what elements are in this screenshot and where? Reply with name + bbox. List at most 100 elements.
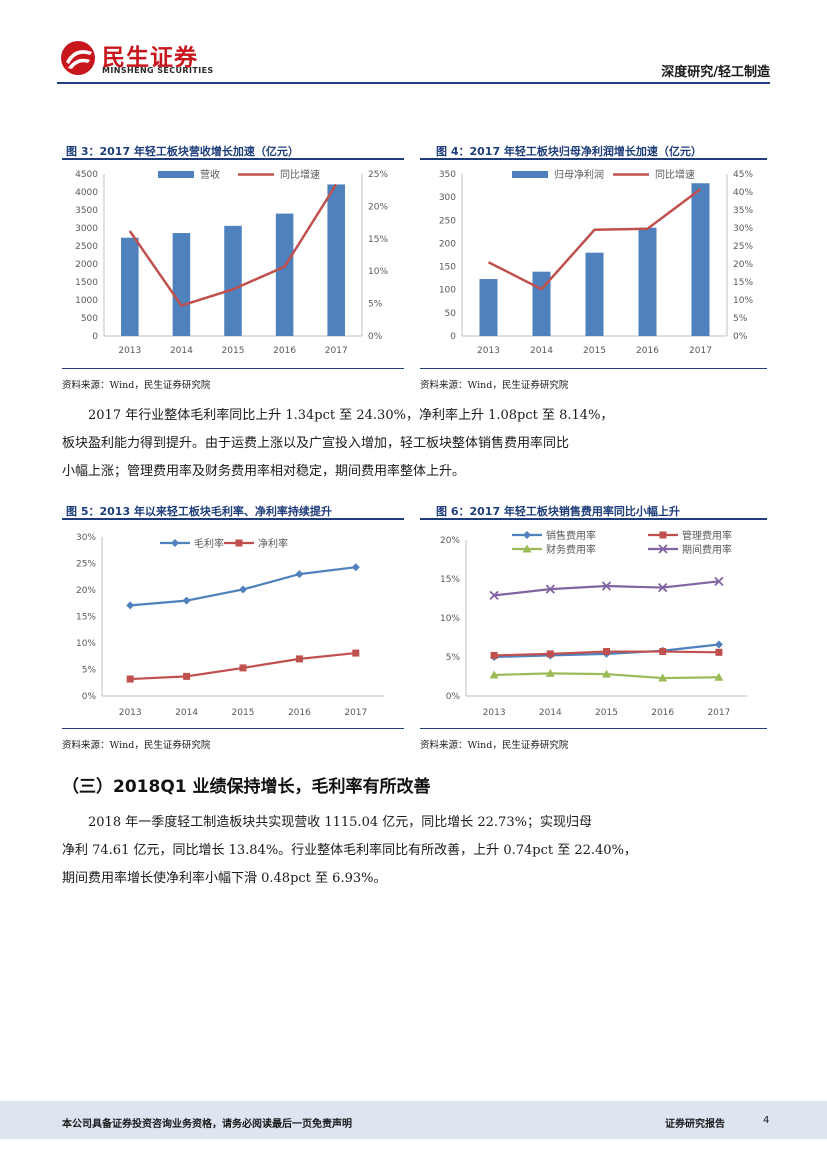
y-tick-label: 0% — [82, 692, 97, 702]
fig3-title: 图 3：2017 年轻工板块营收增长加速（亿元） — [66, 145, 299, 158]
paragraph-2-line: 2018 年一季度轻工制造板块共实现营收 1115.04 亿元，同比增长 22.… — [88, 815, 592, 830]
y-tick-label: 5% — [82, 666, 97, 676]
y-tick-label-left: 150 — [439, 263, 456, 273]
legend-swatch-bar — [512, 171, 548, 178]
series-point — [545, 584, 555, 594]
legend-point — [522, 544, 532, 553]
x-tick-label: 2017 — [344, 708, 367, 718]
y-tick-label: 30% — [76, 533, 96, 543]
series-point — [239, 585, 247, 594]
series-line — [493, 580, 720, 597]
y-tick-label-left: 350 — [439, 170, 456, 180]
fig3-source: 资料来源：Wind，民生证券研究院 — [62, 380, 211, 391]
x-tick-label: 2016 — [288, 708, 311, 718]
series-point — [603, 648, 610, 656]
y-tick-label-right: 25% — [733, 242, 753, 252]
y-tick-label-right: 10% — [733, 296, 753, 306]
header-divider — [57, 82, 770, 84]
y-tick-label-right: 35% — [733, 206, 753, 216]
paragraph-2: 2018 年一季度轻工制造板块共实现营收 1115.04 亿元，同比增长 22.… — [62, 809, 637, 893]
y-tick-label: 20% — [76, 586, 96, 596]
y-tick-label-right: 15% — [733, 278, 753, 288]
fig5-rule-top — [62, 518, 404, 520]
y-tick-label-left: 100 — [439, 286, 456, 296]
y-tick-label-left: 0 — [450, 332, 456, 342]
series-point — [714, 672, 724, 681]
y-tick-label-left: 250 — [439, 216, 456, 226]
fig6-chart: 0% 5% 10% 15% 20% 2013 2014 2015 2016 2017 销售费用率 管理… — [440, 529, 747, 718]
y-tick-label: 20% — [440, 536, 460, 546]
series-point — [352, 649, 360, 657]
paragraph-1-line: 板块盈利能力得到提升。由于运费上涨以及广宣投入增加，轻工板块整体销售费用率同比 — [62, 436, 570, 451]
fig5-chart: 0% 5% 10% 15% 20% 25% 30% 2013 2014 2015 2016 2017 毛… — [76, 533, 384, 718]
series-point — [602, 669, 611, 678]
y-tick-label-left: 50 — [445, 309, 457, 319]
y-tick-label-left: 300 — [439, 193, 456, 203]
series-point — [489, 670, 499, 679]
series-point — [658, 673, 668, 682]
x-tick-label: 2017 — [707, 708, 730, 718]
paragraph-2-line: 期间费用率增长使净利率小幅下滑 0.48pct 至 6.93%。 — [62, 871, 387, 886]
legend-label: 期间费用率 — [682, 543, 732, 556]
x-tick-label: 2013 — [118, 346, 141, 356]
bar — [172, 233, 191, 336]
fig4-rule-bottom — [420, 368, 767, 369]
legend-swatch-bar — [158, 171, 194, 178]
x-tick-label: 2015 — [595, 708, 618, 718]
fig6-rule-bottom — [420, 728, 767, 729]
legend-label: 同比增速 — [280, 168, 320, 181]
bar — [121, 237, 139, 336]
y-tick-label-right: 5% — [368, 300, 383, 310]
fig5-rule-bottom — [62, 728, 404, 729]
series-point — [126, 675, 134, 683]
section-heading: （三）2018Q1 业绩保持增长，毛利率有所改善 — [62, 777, 431, 797]
y-tick-label-right: 20% — [733, 260, 753, 270]
fig6-source: 资料来源：Wind，民生证券研究院 — [420, 740, 569, 751]
legend-label: 毛利率 — [194, 537, 224, 550]
series-point — [295, 655, 303, 663]
legend-label: 管理费用率 — [682, 529, 732, 542]
x-tick-label: 2016 — [651, 708, 674, 718]
y-tick-label-right: 0% — [733, 332, 748, 342]
legend-label: 同比增速 — [655, 168, 695, 181]
paragraph-1: 2017 年行业整体毛利率同比上升 1.34pct 至 24.30%，净利率上升… — [62, 402, 613, 486]
y-tick-label-left: 3500 — [75, 206, 98, 216]
y-tick-label: 15% — [440, 575, 460, 585]
fig3-rule-top — [62, 158, 404, 160]
y-tick-label-right: 30% — [733, 224, 753, 234]
footer-disclaimer: 本公司具备证券投资咨询业务资格，请务必阅读最后一页免责声明 — [62, 1119, 352, 1130]
y-tick-label-left: 4000 — [75, 188, 98, 198]
y-tick-label: 15% — [76, 613, 96, 623]
paragraph-2-line: 净利 74.61 亿元，同比增长 13.84%。行业整体毛利率同比有所改善，上升… — [62, 843, 637, 858]
report-section: 深度研究/轻工制造 — [661, 65, 770, 80]
paragraph-1-line: 小幅上涨；管理费用率及财务费用率相对稳定，期间费用率整体上升。 — [62, 464, 466, 479]
x-tick-label: 2014 — [170, 346, 193, 356]
fig4-chart: 0 50 100 150 200 250 300 350 0% 5% 10% 15% 20% 25% 30%… — [439, 168, 754, 356]
y-tick-label: 10% — [76, 639, 96, 649]
fig4-source: 资料来源：Wind，民生证券研究院 — [420, 380, 569, 391]
y-tick-label: 0% — [446, 692, 461, 702]
fig5-source: 资料来源：Wind，民生证券研究院 — [62, 740, 211, 751]
series-line — [487, 188, 702, 291]
x-tick-label: 2017 — [325, 346, 348, 356]
y-tick-label-left: 200 — [439, 239, 456, 249]
legend-point — [235, 539, 243, 547]
y-tick-label-left: 2500 — [75, 242, 98, 252]
fig3-rule-bottom — [62, 368, 404, 369]
y-tick-label-left: 3000 — [75, 224, 98, 234]
y-tick-label-left: 500 — [81, 314, 98, 324]
series-point — [546, 650, 554, 658]
fig6-rule-top — [420, 518, 767, 520]
y-tick-label-left: 0 — [92, 332, 98, 342]
logo-icon — [61, 41, 95, 75]
logo-text: 民生证券 — [102, 45, 198, 71]
bar — [638, 227, 657, 336]
bar — [224, 225, 242, 336]
paragraph-1-line: 2017 年行业整体毛利率同比上升 1.34pct 至 24.30%，净利率上升… — [88, 408, 614, 423]
series-point — [658, 582, 668, 593]
x-tick-label: 2015 — [222, 346, 245, 356]
y-tick-label-right: 20% — [368, 202, 388, 212]
y-tick-label-left: 1000 — [75, 296, 98, 306]
y-tick-label: 10% — [440, 614, 460, 624]
legend-point — [658, 544, 668, 554]
